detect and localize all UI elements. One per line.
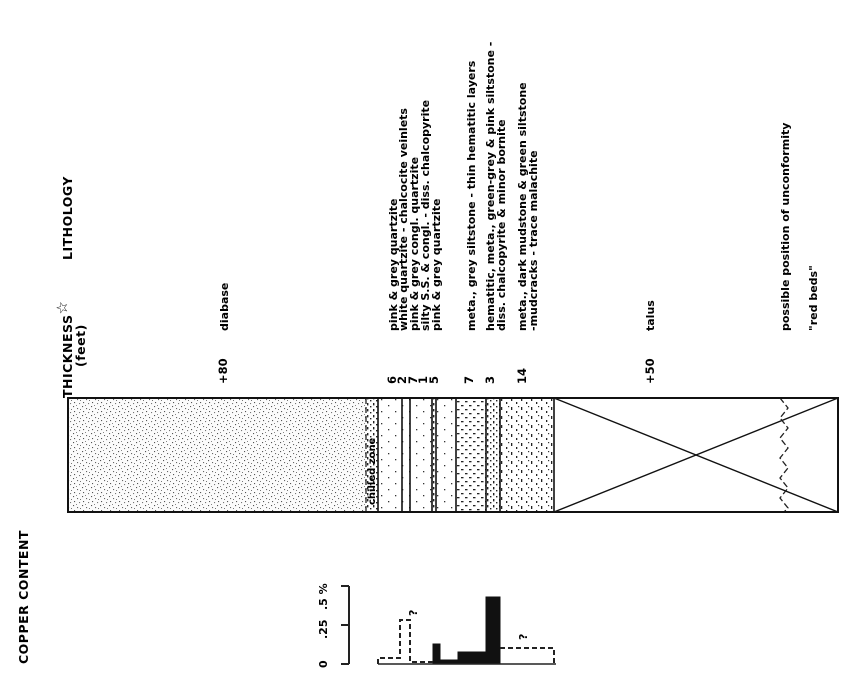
lithology-meta-dark-mudstone-line-2: -mudcracks - trace malachite: [527, 150, 540, 331]
thickness-meta-dark-mudstone: 14: [515, 368, 529, 384]
copper-histogram-uncertain-right: [500, 647, 555, 664]
chilled-zone-label: chilled zone: [367, 437, 378, 505]
thickness-white-quartzite: 2: [395, 376, 409, 384]
lithology-pink-grey-quartzite-1: pink & grey quartzite: [387, 198, 400, 331]
layer-pink-grey-quartzite-2: [436, 398, 456, 512]
layer-diabase: [68, 398, 366, 512]
stratigraphic-column-outline: [67, 397, 839, 513]
lithology-pink-grey-congl: pink & grey congl. quartzite: [408, 157, 421, 331]
lithology-white-quartzite: white quartzite - chalcocite veinlets: [397, 108, 410, 331]
lithology-talus: talus: [644, 300, 657, 331]
lithology-hematitic-line-1: hematitic, meta., green-grey & pink silt…: [484, 42, 497, 331]
lithology-meta-grey-siltstone: meta., grey siltstone - thin hematitic l…: [465, 60, 478, 331]
thickness-hematitic: 3: [483, 376, 497, 384]
layer-boundaries: [377, 398, 555, 512]
layer-chilled-zone: [366, 398, 378, 512]
layer-silty-ss: [432, 398, 436, 512]
lithology-header: LITHOLOGY: [60, 176, 75, 260]
lithology-hematitic-line-2: diss. chalcopyrite & minor bornite: [495, 119, 508, 331]
uncertain-mark-upper: ?: [407, 610, 420, 616]
lithology-pink-grey-quartzite-2: pink & grey quartzite: [430, 198, 443, 331]
thickness-diabase: +80: [216, 358, 230, 384]
thickness-header: THICKNESS☆: [53, 301, 75, 398]
talus-cross-line-2: [553, 397, 839, 513]
copper-histogram-measured: [432, 596, 501, 665]
thickness-pink-grey-quartzite-2: 5: [427, 376, 441, 384]
layer-meta-dark-mudstone: [500, 398, 554, 512]
thickness-pink-grey-quartzite-1: 6: [385, 376, 399, 384]
layer-pink-grey-quartzite-1: [378, 398, 402, 512]
thickness-star-mark: ☆: [53, 301, 71, 315]
uncertain-mark-lower: ?: [517, 634, 530, 640]
thickness-silty-ss: 1: [416, 376, 430, 384]
thickness-talus: +50: [643, 358, 657, 384]
lithology-silty-ss: silty S.S. & congl. - diss. chalcopyrite: [419, 100, 432, 331]
layer-pink-grey-congl: [410, 398, 432, 512]
copper-axis-label-0: 0: [317, 660, 330, 668]
layer-meta-grey-siltstone: [456, 398, 486, 512]
layer-hematitic: [486, 398, 500, 512]
copper-histogram-uncertain-left: [377, 619, 433, 664]
lithology-meta-dark-mudstone-line-1: meta., dark mudstone & green siltstone: [516, 82, 529, 331]
thickness-pink-grey-congl: 7: [406, 376, 420, 384]
copper-axis-label-05: .5 %: [317, 583, 330, 610]
thickness-meta-grey-siltstone: 7: [462, 376, 476, 384]
unconformity-wavy-line: [779, 397, 789, 513]
layer-white-quartzite: [402, 398, 410, 512]
thickness-unit: (feet): [73, 324, 88, 367]
copper-axis-label-025: .25: [317, 620, 330, 640]
copper-content-header: COPPER CONTENT: [16, 530, 31, 664]
thickness-header-label: THICKNESS: [60, 315, 75, 398]
red-beds-label: "red beds": [807, 265, 820, 331]
lithology-diabase: diabase: [218, 283, 231, 331]
unconformity-label: possible position of unconformity: [779, 123, 792, 331]
